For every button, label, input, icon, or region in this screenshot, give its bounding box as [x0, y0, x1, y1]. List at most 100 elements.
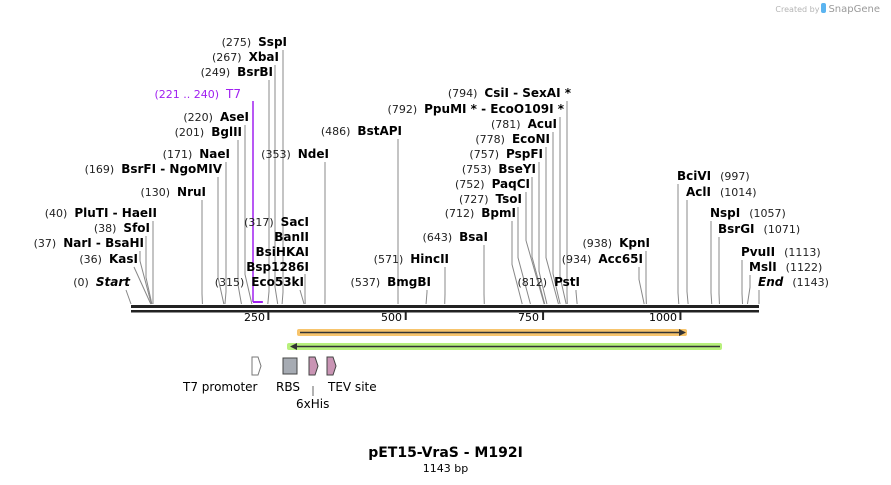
site-label-nari-bsahi[interactable]: (37) NarI - BsaHI — [34, 236, 144, 251]
site-connector-line — [677, 184, 680, 305]
site-label-bglii[interactable]: (201) BglII — [175, 125, 242, 140]
site-label-hincii[interactable]: (571) HincII — [374, 252, 449, 267]
site-connector-line — [145, 236, 153, 305]
site-label-sfoi[interactable]: (38) SfoI — [94, 221, 150, 236]
site-label-pluti-haeii[interactable]: (40) PluTI - HaeII — [45, 206, 157, 221]
site-label-tsoi[interactable]: (727) TsoI — [459, 192, 522, 207]
site-name: AclI — [686, 185, 711, 199]
site-name: EcoNI — [511, 132, 550, 146]
site-label-csii-sexai[interactable]: (794) CsiI - SexAI * — [448, 86, 571, 101]
site-label-saci[interactable]: (317) SacI — [244, 215, 309, 230]
site-connector-line — [552, 132, 561, 305]
ruler-tick — [404, 312, 407, 320]
site-name: BseYI — [498, 162, 536, 176]
site-label-psti[interactable]: (812) PstI — [517, 275, 580, 290]
site-label-econi[interactable]: (778) EcoNI — [475, 132, 550, 147]
ruler-tick-label: 750 — [518, 311, 539, 324]
feature-label-t7-promoter[interactable]: T7 promoter — [183, 380, 258, 394]
site-label-bseyi[interactable]: (753) BseYI — [462, 162, 536, 177]
site-position: (0) — [73, 276, 89, 289]
ruler-tick — [267, 312, 270, 320]
site-connector-line — [224, 162, 227, 305]
site-position: (201) — [174, 126, 205, 139]
site-label-nrui[interactable]: (130) NruI — [140, 185, 206, 200]
site-label-start[interactable]: (0) Start — [73, 275, 130, 290]
site-name: NarI - BsaHI — [63, 236, 144, 250]
site-position: (1014) — [719, 186, 757, 199]
green-feature-arrowhead-icon — [290, 343, 297, 350]
site-connector-line — [217, 177, 225, 305]
ruler-tick-label: 1000 — [649, 311, 677, 324]
site-label-bsai[interactable]: (643) BsaI — [423, 230, 488, 245]
site-position: (938) — [582, 237, 613, 250]
site-label-acc65i[interactable]: (934) Acc65I — [562, 252, 643, 267]
site-label-bsp1286i[interactable]: Bsp1286I — [246, 260, 309, 274]
site-position: (38) — [93, 222, 117, 235]
site-label-end[interactable]: End (1143) — [758, 275, 829, 290]
site-label-bstapi[interactable]: (486) BstAPI — [321, 124, 402, 139]
site-label-sspi[interactable]: (275) SspI — [222, 35, 287, 50]
site-label-xbai[interactable]: (267) XbaI — [212, 50, 279, 65]
ruler-tick — [542, 312, 545, 320]
site-label-pspfi[interactable]: (757) PspFI — [469, 147, 543, 162]
site-name: KpnI — [619, 236, 650, 250]
site-label-bsrgi[interactable]: BsrGI (1071) — [718, 222, 800, 237]
site-position: (792) — [387, 103, 418, 116]
snapgene-logo-icon — [821, 3, 827, 13]
site-name: PstI — [554, 275, 580, 289]
site-label-t7[interactable]: (221 .. 240) T7 — [154, 87, 241, 102]
site-name: PaqCI — [491, 177, 530, 191]
feature-label-rbs[interactable]: RBS — [276, 380, 300, 394]
site-label-ppumi-ecoo109i[interactable]: (792) PpuMI * - EcoO109I * — [388, 102, 564, 117]
site-label-kpni[interactable]: (938) KpnI — [583, 236, 651, 251]
site-position: (997) — [720, 170, 750, 183]
site-label-banii[interactable]: BanII — [274, 230, 309, 244]
site-position: (249) — [200, 66, 231, 79]
site-label-msli[interactable]: MslI (1122) — [749, 260, 822, 275]
credit-brand: SnapGene — [828, 4, 880, 15]
site-name: BglII — [211, 125, 242, 139]
site-connector-line — [710, 221, 713, 305]
site-label-ndei[interactable]: (353) NdeI — [261, 147, 329, 162]
site-name: SacI — [280, 215, 309, 229]
site-label-pvuii[interactable]: PvuII (1113) — [741, 245, 821, 260]
site-label-asei[interactable]: (220) AseI — [183, 110, 249, 125]
site-name: BsrGI — [718, 222, 755, 236]
site-name: BsiHKAI — [255, 245, 310, 259]
site-position: (727) — [458, 193, 489, 206]
site-label-paqci[interactable]: (752) PaqCI — [455, 177, 530, 192]
site-label-acui[interactable]: (781) AcuI — [491, 117, 557, 132]
site-connector-line — [237, 140, 242, 305]
feature-label-6xhis[interactable]: 6xHis — [296, 397, 330, 411]
site-position: (275) — [221, 36, 252, 49]
site-name: AcuI — [527, 117, 557, 131]
site-name: PluTI - HaeII — [74, 206, 157, 220]
site-label-bsihkai[interactable]: BsiHKAI — [256, 245, 310, 259]
site-name: PvuII — [741, 245, 776, 259]
site-name: NaeI — [199, 147, 230, 161]
site-label-bpmi[interactable]: (712) BpmI — [445, 206, 516, 221]
site-label-bcivi[interactable]: BciVI (997) — [677, 169, 750, 184]
site-label-bmgbi[interactable]: (537) BmgBI — [351, 275, 431, 290]
site-name: BciVI — [677, 169, 712, 183]
site-position: (1122) — [785, 261, 823, 274]
site-position: (169) — [84, 163, 115, 176]
site-label-eco53ki[interactable]: (315) Eco53kI — [215, 275, 304, 290]
site-label-kasi[interactable]: (36) KasI — [79, 252, 138, 267]
site-name: TsoI — [495, 192, 522, 206]
feature-label-tev-site[interactable]: TEV site — [328, 380, 377, 394]
site-position: (317) — [244, 216, 274, 229]
site-connector-line — [125, 289, 132, 305]
site-label-bsrfi-ngomiv[interactable]: (169) BsrFI - NgoMIV — [85, 162, 222, 177]
site-label-bsrbi[interactable]: (249) BsrBI — [201, 65, 273, 80]
site-label-naei[interactable]: (171) NaeI — [163, 147, 230, 162]
site-connector-line — [525, 192, 545, 305]
site-connector-line — [746, 275, 751, 305]
site-label-nspi[interactable]: NspI (1057) — [710, 206, 786, 221]
backbone-bottom-strand — [131, 310, 759, 313]
site-position: (778) — [475, 133, 505, 146]
site-name: CsiI - SexAI * — [484, 86, 571, 100]
site-name: End — [758, 275, 784, 289]
site-label-acli[interactable]: AclI (1014) — [686, 185, 757, 200]
